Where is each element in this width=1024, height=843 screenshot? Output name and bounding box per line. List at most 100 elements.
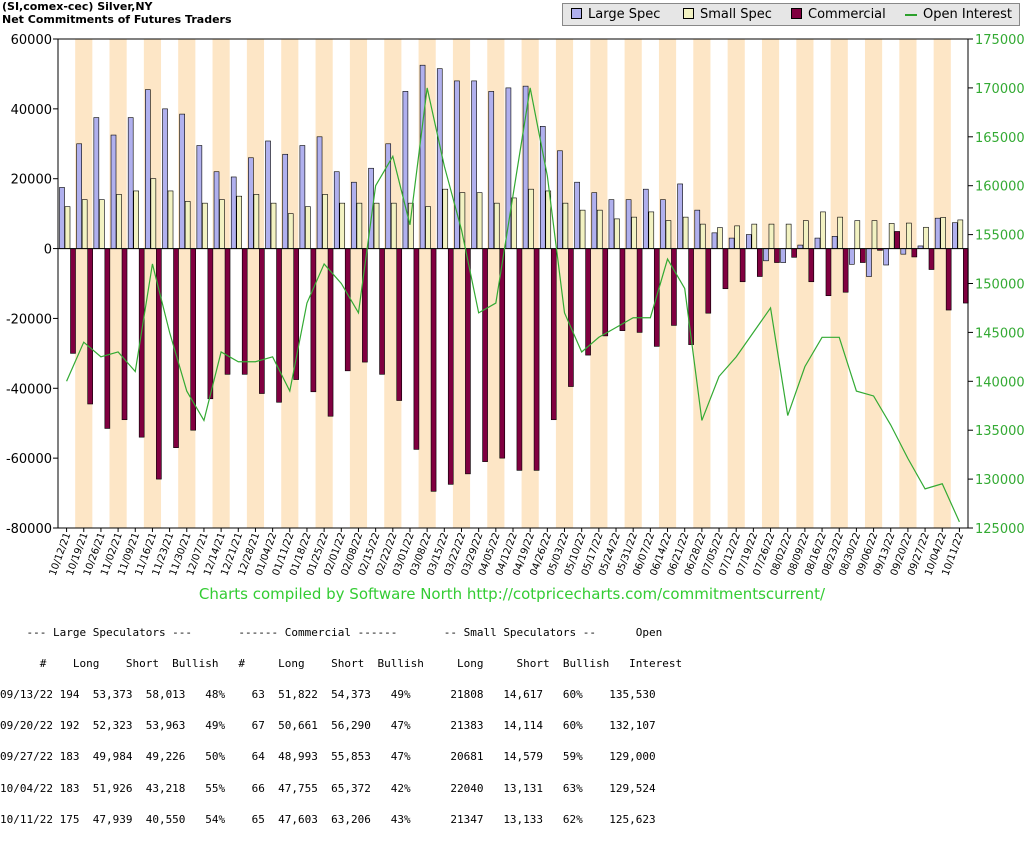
y-tick-label: 0 — [44, 243, 52, 258]
large-spec-bar — [333, 171, 340, 249]
large-spec-bar — [660, 199, 666, 249]
legend: Large Spec Small Spec Commercial Open In… — [562, 3, 1020, 26]
stripe-band — [590, 39, 608, 528]
large-spec-bar — [763, 248, 769, 262]
small-spec-bar — [717, 227, 723, 249]
large-spec-bar — [780, 248, 786, 263]
stripe-band — [933, 39, 951, 528]
large-spec-bar — [883, 248, 889, 266]
large-spec-bar — [59, 187, 65, 249]
commercial-bar — [619, 248, 626, 331]
small-spec-bar — [802, 220, 809, 249]
y2-tick-label: 170000 — [975, 82, 1024, 97]
y-tick-label: -80000 — [6, 522, 52, 537]
commercial-bar — [87, 248, 93, 405]
stripe-band — [624, 39, 642, 528]
stripe-band — [727, 39, 745, 528]
large-spec-bar — [127, 117, 134, 249]
large-spec-bar — [230, 176, 237, 249]
small-spec-bar — [614, 218, 620, 249]
background-stripes — [75, 39, 951, 528]
large-spec-bar — [282, 153, 289, 249]
table-header-2: # Long Short Bullish # Long Short Bullis… — [0, 656, 683, 670]
chart-title-line-2: Net Commitments of Futures Traders — [2, 13, 232, 26]
small-spec-bar — [940, 217, 946, 249]
small-spec-bar — [425, 206, 431, 249]
commercial-bar — [774, 248, 780, 263]
stripe-band — [761, 39, 780, 528]
commercial-bar — [121, 248, 128, 421]
commercial-bar — [945, 248, 952, 311]
commercial-bar — [671, 248, 677, 326]
commercial-bar — [550, 248, 557, 421]
y2-tick-label: 175000 — [975, 33, 1024, 48]
cot-data-table: --- Large Speculators --- ------ Commerc… — [0, 609, 682, 843]
small-spec-bar — [511, 197, 517, 249]
commercial-bar — [585, 248, 591, 356]
large-spec-bar — [900, 248, 907, 255]
large-spec-swatch-icon — [571, 8, 582, 19]
commercial-bar — [207, 248, 214, 400]
small-spec-bar — [236, 195, 242, 249]
small-spec-bar — [820, 211, 826, 249]
y2-tick-label: 135000 — [975, 424, 1024, 439]
y-tick-label: 60000 — [11, 33, 52, 48]
commercial-bar — [104, 248, 111, 429]
y-tick-label: -60000 — [6, 452, 52, 467]
right-axis: 175000 170000 165000 160000 155000 150000 1450… — [968, 33, 1024, 537]
small-spec-bar — [150, 178, 157, 249]
small-spec-bar — [116, 194, 122, 249]
y-tick-label: -40000 — [6, 382, 52, 397]
chart-title-line-1: (SI,comex-cec) Silver,NY — [2, 0, 153, 13]
large-spec-bar — [591, 192, 598, 249]
small-spec-bar — [339, 202, 346, 249]
table-row: 10/11/22 175 47,939 40,550 54% 65 47,603… — [0, 812, 656, 826]
small-spec-bar — [287, 213, 294, 249]
commercial-bar — [756, 248, 763, 277]
commercial-bar — [276, 248, 282, 403]
commercial-bar — [499, 248, 506, 459]
large-spec-bar — [213, 171, 220, 249]
small-spec-bar — [665, 220, 672, 249]
large-spec-bar — [316, 136, 323, 249]
large-spec-bar — [574, 181, 580, 249]
large-spec-bar — [814, 237, 821, 249]
small-spec-bar — [562, 202, 569, 249]
large-spec-bar — [745, 234, 752, 249]
commercial-bar — [705, 248, 712, 314]
large-spec-bar — [93, 117, 100, 249]
commercial-bar — [447, 248, 454, 485]
large-spec-bar — [402, 91, 409, 249]
stripe-band — [658, 39, 677, 528]
small-spec-bar — [871, 220, 878, 249]
small-spec-bar — [408, 202, 414, 249]
commercial-bar — [791, 248, 797, 258]
commercial-bar — [911, 248, 918, 258]
large-spec-bar — [299, 145, 306, 249]
large-spec-bar — [642, 188, 649, 249]
small-spec-bar — [270, 202, 277, 249]
table-row: 09/13/22 194 53,373 58,013 48% 63 51,822… — [0, 687, 656, 701]
y2-tick-label: 145000 — [975, 326, 1024, 341]
commercial-bar — [688, 248, 694, 345]
commercial-bar — [396, 248, 403, 401]
large-spec-bar — [419, 64, 426, 249]
small-spec-bar — [923, 226, 929, 249]
table-header-1: --- Large Speculators --- ------ Commerc… — [0, 625, 663, 639]
large-spec-bar — [934, 217, 941, 249]
legend-item-open-interest: Open Interest — [905, 7, 1012, 22]
commercial-bar — [344, 248, 351, 372]
commercial-bar — [808, 248, 815, 283]
y-tick-label: 20000 — [11, 173, 52, 188]
chart-canvas: 60000 40000 20000 0 -20000 -40000 -60000 -80000… — [6, 33, 1024, 577]
small-spec-bar — [888, 223, 895, 249]
stripe-band — [212, 39, 230, 528]
legend-label-commercial: Commercial — [808, 7, 886, 22]
commercial-bar — [430, 248, 437, 492]
commercial-bar — [465, 248, 471, 475]
small-spec-bar — [305, 206, 311, 249]
y2-tick-label: 130000 — [975, 473, 1024, 488]
commercial-bar — [722, 248, 729, 290]
large-spec-bar — [625, 199, 632, 249]
commercial-bar — [516, 248, 523, 471]
